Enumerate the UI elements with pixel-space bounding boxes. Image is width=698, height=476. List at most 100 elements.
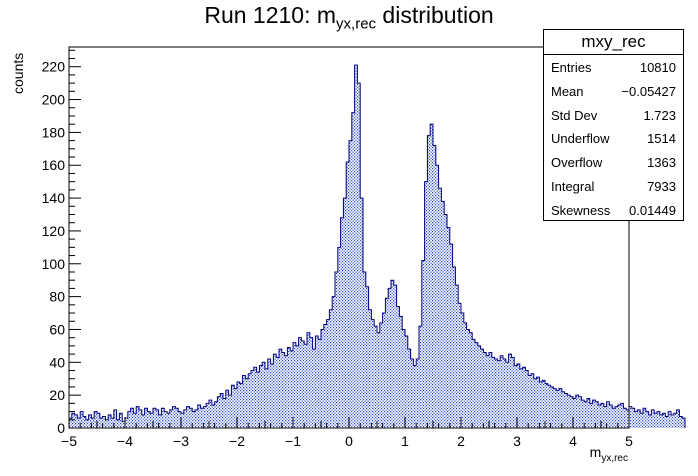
histogram-bin xyxy=(284,355,288,428)
histogram-bin xyxy=(127,411,131,428)
histogram-bin xyxy=(477,345,481,428)
histogram-bin xyxy=(629,406,632,428)
histogram-bin xyxy=(606,401,610,428)
histogram-bin xyxy=(276,357,279,428)
histogram-bin xyxy=(178,411,181,428)
stats-box-title: mxy_rec xyxy=(544,30,683,55)
x-tick-label: 3 xyxy=(513,433,521,449)
histogram-bin xyxy=(161,408,165,428)
x-tick-label: −3 xyxy=(173,433,189,449)
histogram-bin xyxy=(637,409,641,428)
histogram-bin xyxy=(407,349,411,428)
histogram-bin xyxy=(497,360,501,428)
histogram-bin xyxy=(209,400,212,428)
histogram-bin xyxy=(399,316,403,428)
histogram-bin xyxy=(323,324,327,428)
histogram-bin xyxy=(223,398,226,428)
histogram-bin xyxy=(105,419,109,428)
x-tick-label: 5 xyxy=(625,433,633,449)
x-tick-label: 0 xyxy=(345,433,353,449)
histogram-bin xyxy=(592,400,596,428)
histogram-bin xyxy=(662,413,666,428)
histogram-bin xyxy=(595,401,599,428)
histogram-bin xyxy=(71,413,75,428)
histogram-bin xyxy=(441,201,445,428)
y-tick-label: 40 xyxy=(49,354,65,370)
histogram-bin xyxy=(491,357,495,428)
histogram-bin xyxy=(340,217,344,428)
histogram-bin xyxy=(136,406,139,428)
histogram-bin xyxy=(217,396,221,428)
histogram-bin xyxy=(371,319,375,428)
histogram-bin xyxy=(298,337,302,428)
histogram-bin xyxy=(679,416,683,428)
histogram-bin xyxy=(671,414,674,428)
histogram-bin xyxy=(494,359,498,428)
histogram-bin xyxy=(332,296,335,428)
histogram-bin xyxy=(144,408,148,428)
y-tick-label: 140 xyxy=(42,190,66,206)
histogram-bin xyxy=(270,363,274,428)
histogram-bin xyxy=(514,365,517,428)
histogram-bin xyxy=(475,342,478,428)
histogram-bin xyxy=(186,406,190,428)
histogram-bin xyxy=(542,380,545,428)
histogram-bin xyxy=(365,286,369,428)
histogram-bin xyxy=(155,409,159,428)
histogram-bin xyxy=(113,409,117,428)
histogram-bin xyxy=(377,332,380,428)
histogram-bin xyxy=(578,396,582,428)
histogram-bin xyxy=(500,355,503,428)
histogram-bin xyxy=(483,352,487,428)
histogram-bin xyxy=(609,405,613,428)
histogram-bin xyxy=(405,336,408,428)
histogram-bin xyxy=(147,411,151,428)
histogram-bin xyxy=(424,181,428,428)
stats-row-mean: Mean −0.05427 xyxy=(551,83,676,99)
histogram-bin xyxy=(416,359,419,428)
x-tick-label: −2 xyxy=(229,433,245,449)
histogram-bin xyxy=(645,411,649,428)
y-tick-label: 120 xyxy=(42,223,66,239)
histogram-bin xyxy=(444,214,447,428)
histogram-bin xyxy=(517,363,520,428)
histogram-bin xyxy=(133,413,137,428)
histogram-bin xyxy=(88,414,92,428)
histogram-bin xyxy=(295,345,299,428)
histogram-bin xyxy=(533,378,537,428)
histogram-bin xyxy=(141,414,145,428)
histogram-bin xyxy=(438,188,442,428)
histogram-bin xyxy=(158,414,162,428)
histogram-bin xyxy=(279,349,282,428)
histogram-bin xyxy=(561,391,565,428)
histogram-bin xyxy=(99,418,103,428)
histogram-bin xyxy=(374,326,377,428)
histogram-bin xyxy=(228,395,232,428)
histogram-bin xyxy=(293,342,296,428)
histogram-bin xyxy=(452,267,456,428)
histogram-bin xyxy=(91,418,95,428)
x-axis-label: myx,rec xyxy=(589,444,628,464)
y-tick-label: 220 xyxy=(42,59,66,75)
histogram-bin xyxy=(603,406,607,428)
histogram-bin xyxy=(531,373,534,428)
histogram-bin xyxy=(69,418,72,428)
histogram-bin xyxy=(130,408,134,428)
histogram-bin xyxy=(281,352,285,428)
histogram-bin xyxy=(108,414,111,428)
histogram-bin xyxy=(617,405,621,428)
histogram-bin xyxy=(536,377,540,428)
histogram-bin xyxy=(486,355,489,428)
histogram-bin xyxy=(581,400,585,428)
histogram-bin xyxy=(480,349,484,428)
histogram-bin xyxy=(651,409,655,428)
histogram-bin xyxy=(326,319,330,428)
histogram-bin xyxy=(309,337,313,428)
histogram-bin xyxy=(430,124,433,428)
histogram-bin xyxy=(172,406,176,428)
histogram-bin xyxy=(643,408,646,428)
stats-row-stddev: Std Dev 1.723 xyxy=(551,107,676,123)
histogram-bin xyxy=(413,365,417,428)
stats-row-skewness: Skewness 0.01449 xyxy=(551,202,676,218)
histogram-bin xyxy=(676,409,680,428)
